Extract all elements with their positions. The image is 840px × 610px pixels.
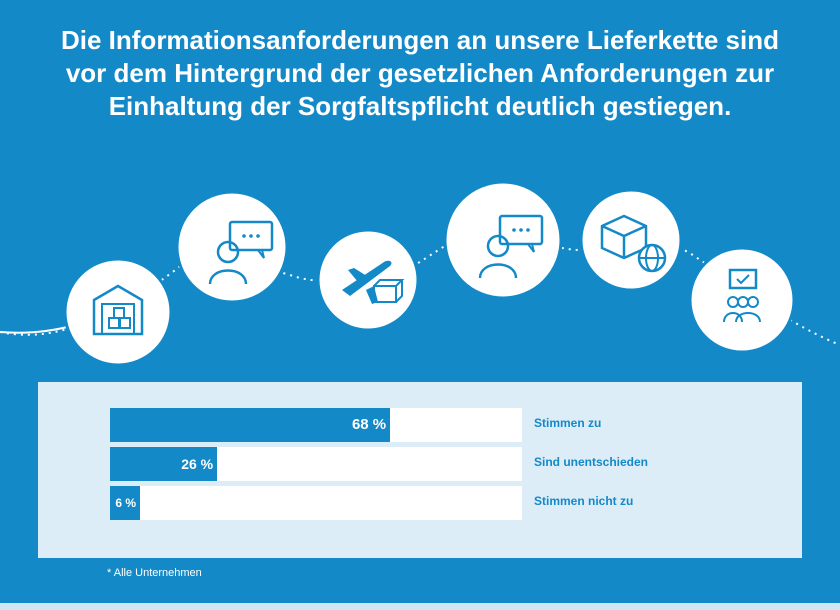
process-illustration <box>0 180 840 367</box>
category-label: Stimmen nicht zu <box>534 494 634 508</box>
category-label: Sind unentschieden <box>534 455 649 469</box>
headline: Die Informationsanforderungen an unsere … <box>60 25 780 121</box>
bar: 6 % <box>110 486 140 520</box>
category-label: Stimmen zu <box>534 416 602 430</box>
chat-person-icon <box>443 180 563 300</box>
bar-track: 26 % <box>110 447 522 481</box>
bar: 68 % <box>110 408 391 442</box>
bottom-strip <box>0 603 840 610</box>
footnote: * Alle Unternehmen <box>107 567 202 579</box>
plane-parcel-icon <box>316 228 420 332</box>
bar-track: 68 % <box>110 408 522 442</box>
team-meeting-icon <box>688 246 796 354</box>
bar-value-label: 6 % <box>115 496 136 510</box>
bar: 26 % <box>110 447 218 481</box>
chat-person-icon <box>175 190 289 304</box>
bar-track: 6 % <box>110 486 522 520</box>
bar-value-label: 26 % <box>181 456 214 472</box>
bar-value-label: 68 % <box>351 416 387 433</box>
warehouse-icon <box>63 257 173 367</box>
box-globe-icon <box>579 188 683 292</box>
